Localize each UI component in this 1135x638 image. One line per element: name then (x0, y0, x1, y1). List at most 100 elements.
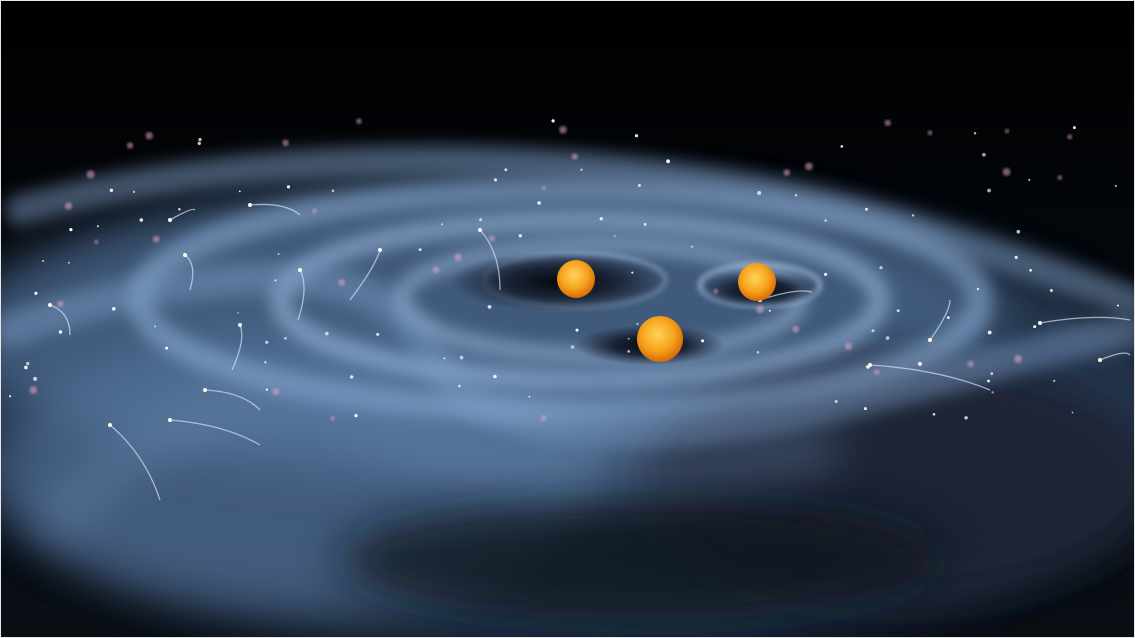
star (518, 234, 522, 238)
spiral-arm (270, 210, 890, 390)
star (911, 214, 915, 217)
star-streak (297, 269, 305, 321)
star (580, 168, 583, 171)
nebula-spot (541, 185, 546, 191)
star (871, 329, 875, 333)
nebula-spot (967, 360, 974, 368)
star-streak (49, 304, 71, 336)
star (982, 152, 986, 157)
star-field (9, 118, 1119, 427)
star (627, 350, 631, 353)
star (494, 178, 497, 182)
star (896, 309, 900, 312)
star (24, 365, 28, 370)
star (354, 414, 358, 418)
star (1029, 269, 1032, 272)
nebula-spot (126, 142, 134, 149)
star (58, 330, 63, 334)
star (33, 376, 38, 381)
star (928, 338, 932, 342)
star (274, 279, 277, 282)
star (34, 291, 38, 295)
star (487, 305, 492, 309)
star (458, 384, 461, 388)
star (575, 328, 579, 332)
nebula-spot (145, 132, 153, 140)
star (198, 138, 202, 142)
star (96, 225, 99, 228)
star (824, 219, 827, 222)
spiral-arm (0, 261, 1135, 449)
star-streak (349, 249, 381, 301)
nebula-spot (783, 169, 791, 176)
star (284, 337, 287, 340)
star (237, 312, 239, 314)
star (238, 323, 242, 327)
star-streak (1039, 316, 1131, 324)
star (418, 248, 422, 252)
nebula-spot (282, 139, 289, 146)
star (132, 190, 135, 193)
spiral-arms (0, 145, 1135, 540)
star (885, 336, 890, 340)
nebula-spot (1002, 168, 1011, 176)
star (265, 340, 269, 344)
star (528, 395, 531, 398)
star-streak (204, 389, 261, 411)
star-streak (479, 229, 501, 291)
nebula-spot (756, 305, 764, 314)
star-streak (109, 424, 161, 501)
nebula-spot (94, 239, 99, 245)
star (627, 337, 630, 340)
star (48, 303, 52, 307)
star-streak (249, 203, 301, 216)
star (1116, 304, 1119, 307)
nebula-spot (571, 153, 578, 160)
nebula-spot (64, 202, 73, 210)
nebula-spot (356, 118, 362, 124)
star (1016, 229, 1021, 234)
star (768, 309, 771, 312)
star (964, 416, 968, 420)
nebula-spot (1004, 128, 1010, 134)
star (537, 201, 541, 205)
nebula-spot (57, 300, 64, 308)
star-streak (169, 208, 196, 221)
star (863, 407, 867, 411)
star (203, 388, 207, 392)
star (990, 372, 994, 375)
star-streaks (49, 203, 1131, 501)
star (248, 203, 252, 207)
star (298, 268, 302, 272)
nebula-spot (312, 208, 317, 214)
star (325, 331, 329, 336)
star (691, 245, 694, 248)
star (637, 184, 641, 187)
star (443, 357, 446, 360)
star (976, 287, 980, 291)
sun (557, 260, 595, 298)
star (865, 207, 868, 211)
star (493, 374, 497, 379)
star (636, 322, 639, 325)
sun (637, 316, 683, 362)
star (504, 168, 508, 172)
star (1071, 411, 1074, 414)
star (459, 355, 464, 360)
star (112, 307, 116, 311)
spiral-arm (5, 145, 1135, 315)
nebula-spot (927, 130, 933, 136)
star (599, 217, 603, 221)
nebula-spot (86, 170, 95, 179)
star (987, 379, 990, 383)
nebula-spot (805, 162, 813, 171)
star (834, 400, 838, 403)
star (108, 423, 112, 427)
nebula-spot (152, 235, 160, 243)
star (701, 339, 705, 343)
star (165, 346, 169, 350)
star (42, 260, 45, 262)
star (794, 194, 798, 197)
